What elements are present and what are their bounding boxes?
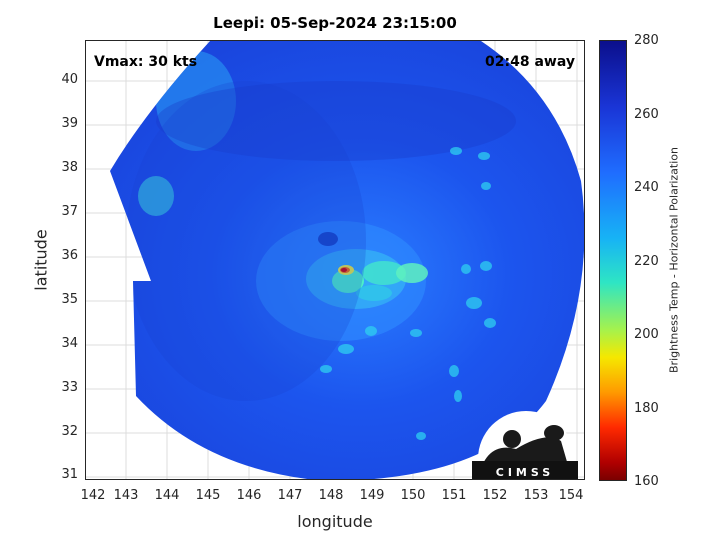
y-tick-label: 38 — [61, 160, 78, 175]
colorbar-tick-label: 280 — [634, 33, 659, 48]
x-tick-label: 153 — [523, 488, 549, 503]
chart-title: Leepi: 05-Sep-2024 23:15:00 — [213, 14, 457, 32]
y-tick-label: 35 — [61, 292, 78, 307]
x-tick-label: 146 — [236, 488, 262, 503]
x-tick-label: 145 — [195, 488, 221, 503]
time-away-label: 02:48 away — [485, 54, 575, 70]
x-axis-label: longitude — [297, 512, 373, 531]
x-tick-label: 142 — [80, 488, 106, 503]
satellite-swath — [110, 41, 584, 479]
x-tick-label: 143 — [113, 488, 139, 503]
x-tick-label: 152 — [482, 488, 508, 503]
y-tick-label: 40 — [61, 72, 78, 87]
y-tick-label: 39 — [61, 116, 78, 131]
map-plot-area: CIMSS — [85, 40, 585, 480]
colorbar-label: Brightness Temp - Horizontal Polarizatio… — [667, 147, 681, 373]
brightness-temperature-map: CIMSS — [86, 41, 584, 479]
y-tick-label: 34 — [61, 336, 78, 351]
colorbar-tick-label: 200 — [634, 327, 659, 342]
vmax-label: Vmax: 30 kts — [94, 54, 198, 70]
colorbar-tick-label: 160 — [634, 474, 659, 489]
y-tick-label: 36 — [61, 248, 78, 263]
y-tick-label: 32 — [61, 424, 78, 439]
x-tick-label: 154 — [558, 488, 584, 503]
colorbar-tick-label: 260 — [634, 107, 659, 122]
x-tick-label: 150 — [400, 488, 426, 503]
colorbar-tick-label: 220 — [634, 254, 659, 269]
y-axis-label: latitude — [31, 229, 51, 291]
colorbar-tick-label: 240 — [634, 180, 659, 195]
cimss-logo: CIMSS — [472, 411, 578, 479]
x-tick-label: 147 — [277, 488, 303, 503]
x-tick-label: 144 — [154, 488, 180, 503]
colorbar-tick-label: 180 — [634, 401, 659, 416]
y-tick-label: 31 — [61, 467, 78, 482]
x-tick-label: 151 — [441, 488, 467, 503]
y-tick-label: 33 — [61, 380, 78, 395]
logo-text: CIMSS — [496, 466, 554, 479]
y-tick-label: 37 — [61, 204, 78, 219]
x-tick-label: 149 — [359, 488, 385, 503]
x-tick-label: 148 — [318, 488, 344, 503]
colorbar — [599, 40, 627, 481]
